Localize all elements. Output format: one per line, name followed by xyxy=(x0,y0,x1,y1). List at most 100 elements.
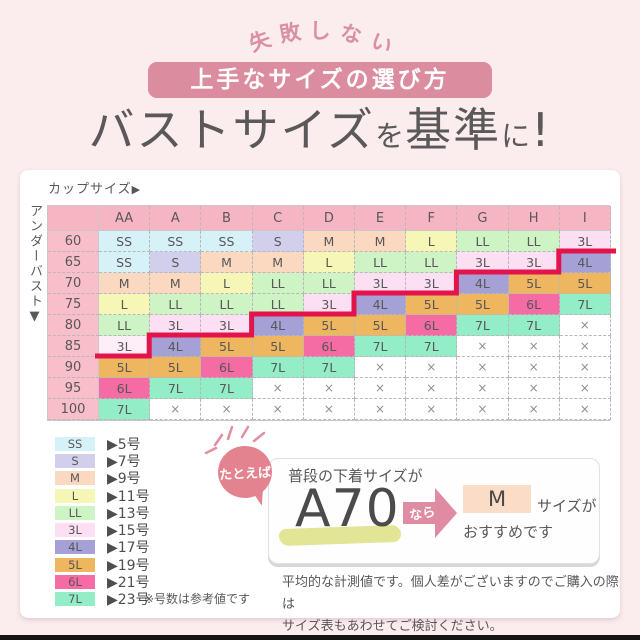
row-label-cell: 70 xyxy=(48,273,99,294)
legend-note: ※号数は参考値です xyxy=(144,592,251,606)
column-header-cell: D xyxy=(303,206,355,231)
size-cell: LL xyxy=(508,231,560,252)
legend-swatch: SS xyxy=(55,436,95,451)
size-cell: × xyxy=(252,378,304,399)
column-header-cell xyxy=(48,206,99,231)
size-cell: LL xyxy=(457,231,509,252)
size-legend: SS ▶5号 S ▶7号 M ▶9号 L ▶11号 LL ▶13号 3L ▶15号 4L ▶17号 5L ▶1… xyxy=(55,435,150,608)
size-grid: AA A B C D E F G H I 60 SS SS SS S M M L LL LL 3L 65 SS S M M L LL L… xyxy=(47,205,611,421)
size-cell: 3L xyxy=(508,252,560,273)
result-suffix-inline: サイズが xyxy=(537,497,597,515)
legend-swatch: M xyxy=(55,471,95,486)
column-header-cell: F xyxy=(406,206,458,231)
size-cell: 3L xyxy=(303,294,355,315)
legend-row: 5L ▶19号 xyxy=(55,556,150,574)
legend-row: 4L ▶17号 xyxy=(55,539,150,556)
footnote: 平均的な計測値です。個人差がございますのでご購入の際は サイズ表もあわせてご検討… xyxy=(282,572,620,638)
column-header-cell: E xyxy=(354,206,407,231)
size-cell: 4L xyxy=(354,294,407,315)
size-cell: × xyxy=(354,357,407,378)
size-cell: 7L xyxy=(559,294,611,315)
size-cell: 5L xyxy=(252,336,304,357)
size-cell: S xyxy=(150,252,202,273)
size-cell: M xyxy=(303,231,355,252)
legend-label: ▶21号 xyxy=(107,575,150,592)
size-cell: SS xyxy=(150,231,202,252)
size-cell: × xyxy=(303,378,355,399)
tagline-char: し xyxy=(309,19,331,43)
size-cell: 7L xyxy=(457,315,509,336)
row-label-cell: 80 xyxy=(48,315,99,336)
footnote-line1: 平均的な計測値です。個人差がございますのでご購入の際は xyxy=(282,575,619,613)
result-suffix-below: おすすめです xyxy=(463,523,554,541)
size-cell: S xyxy=(252,231,304,252)
row-label-cell: 90 xyxy=(48,357,99,378)
column-header-cell: AA xyxy=(99,206,151,231)
legend-label: ▶17号 xyxy=(107,540,150,557)
size-cell: × xyxy=(303,399,355,420)
size-cell: 5L xyxy=(457,294,509,315)
size-cell: × xyxy=(457,336,509,357)
size-cell: 3L xyxy=(406,273,458,294)
size-cell: 4L xyxy=(457,273,509,294)
legend-row: LL ▶13号 xyxy=(55,504,150,522)
size-cell: 7L xyxy=(508,315,560,336)
size-cell: LL xyxy=(99,315,151,336)
size-cell: L xyxy=(406,231,458,252)
size-cell: M xyxy=(354,231,407,252)
column-header-cell: A xyxy=(150,206,202,231)
size-cell: LL xyxy=(303,273,355,294)
row-label-cell: 60 xyxy=(48,231,99,252)
size-cell: × xyxy=(508,399,560,420)
page-title: バストサイズを基準に! xyxy=(0,107,640,153)
column-header-cell: C xyxy=(252,206,304,231)
underbust-label: アンダーバスト▼ xyxy=(27,204,42,326)
sparkle-lines-icon xyxy=(204,425,266,455)
size-cell: M xyxy=(99,273,151,294)
size-cell: L xyxy=(201,273,253,294)
legend-swatch: 5L xyxy=(55,557,95,572)
legend-swatch: 6L xyxy=(55,575,95,590)
legend-label: ▶11号 xyxy=(107,488,150,505)
size-cell: 6L xyxy=(303,336,355,357)
legend-swatch: 7L xyxy=(55,592,95,607)
title-part: に xyxy=(501,119,532,153)
size-cell: 6L xyxy=(99,378,151,399)
size-cell: 5L xyxy=(150,357,202,378)
legend-row: SS ▶5号 xyxy=(55,435,150,453)
size-cell: × xyxy=(150,399,202,420)
column-header-cell: H xyxy=(508,206,560,231)
legend-swatch: S xyxy=(55,453,95,468)
size-cell: L xyxy=(303,252,355,273)
size-cell: 4L xyxy=(150,336,202,357)
right-triangle-icon: ▶ xyxy=(131,183,142,196)
size-cell: 6L xyxy=(201,357,253,378)
size-cell: M xyxy=(252,252,304,273)
size-cell: 5L xyxy=(201,336,253,357)
banner: 上手なサイズの選び方 xyxy=(148,62,492,98)
legend-row: 6L ▶21号 xyxy=(55,573,150,592)
size-cell: 6L xyxy=(508,294,560,315)
size-cell: 6L xyxy=(406,315,458,336)
row-label-cell: 75 xyxy=(48,294,99,315)
size-cell: M xyxy=(201,252,253,273)
row-label-cell: 65 xyxy=(48,252,99,273)
content-panel: カップサイズ▶ アンダーバスト▼ AA A B C D E F G H I 60 SS SS SS S M M L… xyxy=(20,170,620,634)
size-cell: 5L xyxy=(99,357,151,378)
size-cell: 7L xyxy=(252,357,304,378)
row-label-cell: 100 xyxy=(48,399,99,420)
size-cell: × xyxy=(252,399,304,420)
tagline-arc-text: 失敗しない xyxy=(0,0,640,62)
example-intro: 普段の下着サイズが xyxy=(288,467,423,485)
legend-label: ▶7号 xyxy=(107,453,141,470)
bottom-black-bar xyxy=(0,635,640,640)
size-cell: × xyxy=(406,357,458,378)
size-cell: × xyxy=(508,357,560,378)
size-cell: 4L xyxy=(252,315,304,336)
row-label-cell: 95 xyxy=(48,378,99,399)
size-cell: LL xyxy=(406,252,458,273)
size-cell: × xyxy=(559,315,611,336)
legend-label: ▶9号 xyxy=(107,471,141,488)
size-cell: × xyxy=(457,378,509,399)
